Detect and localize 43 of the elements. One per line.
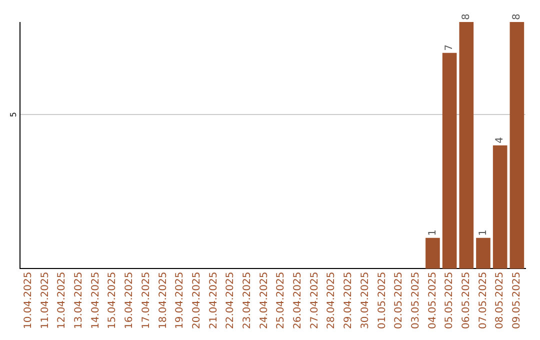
data-label: 4 bbox=[494, 136, 506, 144]
x-tick-label: 26.04.2025 bbox=[292, 272, 304, 330]
x-tick-label: 10.04.2025 bbox=[23, 272, 34, 330]
bar bbox=[442, 52, 457, 269]
x-tick-label: 27.04.2025 bbox=[309, 272, 320, 330]
x-tick-label: 01.05.2025 bbox=[376, 272, 388, 330]
x-tick-label: 19.04.2025 bbox=[174, 272, 186, 330]
bar bbox=[426, 238, 440, 269]
bar bbox=[476, 238, 490, 269]
x-tick-label: 07.05.2025 bbox=[478, 272, 489, 330]
x-tick-label: 12.04.2025 bbox=[56, 272, 68, 330]
x-tick-label: 02.05.2025 bbox=[394, 272, 405, 330]
ref-line-label: 5 bbox=[9, 112, 18, 118]
bar bbox=[492, 145, 508, 269]
x-tick-label: 15.04.2025 bbox=[107, 272, 118, 330]
data-label: 7 bbox=[444, 44, 456, 51]
x-tick-label: 29.04.2025 bbox=[343, 272, 354, 330]
x-tick-label: 09.05.2025 bbox=[512, 272, 523, 330]
x-tick-label: 05.05.2025 bbox=[444, 272, 456, 330]
x-tick-label: 03.05.2025 bbox=[410, 272, 422, 330]
x-tick-label: 30.04.2025 bbox=[360, 272, 371, 330]
x-tick-label: 11.04.2025 bbox=[40, 272, 51, 330]
x-tick-label: 20.04.2025 bbox=[191, 272, 202, 330]
x-tick-label: 18.04.2025 bbox=[158, 272, 169, 330]
x-tick-label: 23.04.2025 bbox=[242, 272, 254, 330]
x-tick-label: 04.05.2025 bbox=[427, 272, 438, 330]
data-label: 1 bbox=[478, 230, 489, 236]
x-tick-label: 13.04.2025 bbox=[74, 272, 85, 330]
x-tick-label: 28.04.2025 bbox=[326, 272, 338, 330]
bar bbox=[510, 22, 524, 269]
data-label: 1 bbox=[427, 230, 438, 236]
data-label: 8 bbox=[512, 14, 523, 20]
x-tick-label: 24.04.2025 bbox=[258, 272, 270, 330]
x-tick-label: 08.05.2025 bbox=[494, 272, 506, 330]
x-tick-label: 17.04.2025 bbox=[140, 272, 152, 330]
x-tick-label: 22.04.2025 bbox=[225, 272, 236, 330]
x-tick-label: 16.04.2025 bbox=[124, 272, 136, 330]
x-tick-label: 14.04.2025 bbox=[90, 272, 102, 330]
x-tick-label: 21.04.2025 bbox=[208, 272, 220, 330]
x-tick-label: 25.04.2025 bbox=[276, 272, 287, 330]
data-label: 8 bbox=[460, 14, 472, 20]
x-tick-label: 06.05.2025 bbox=[460, 272, 472, 330]
bar bbox=[459, 22, 474, 269]
